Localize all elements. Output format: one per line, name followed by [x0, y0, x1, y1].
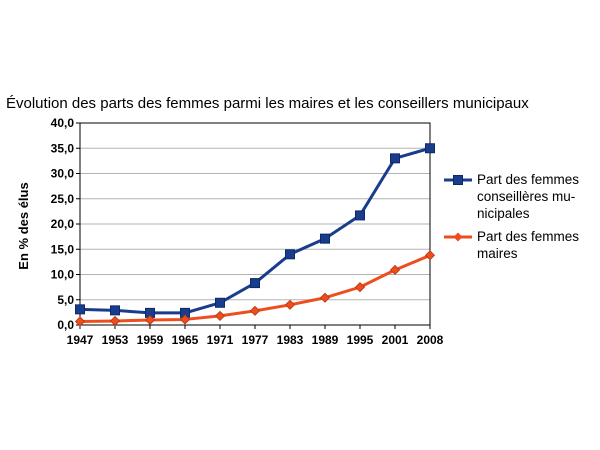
x-tick-label: 2008	[417, 333, 444, 347]
data-point	[354, 282, 366, 293]
x-tick-label: 1995	[347, 333, 374, 347]
data-point	[249, 305, 261, 316]
data-point	[285, 249, 295, 260]
legend-marker	[453, 232, 463, 242]
x-tick-label: 1977	[242, 333, 269, 347]
data-point	[319, 292, 331, 303]
x-tick-label: 2001	[382, 333, 409, 347]
series-line	[79, 146, 431, 315]
y-tick-label: 35,0	[51, 141, 75, 155]
y-tick-label: 30,0	[51, 167, 75, 181]
x-tick-label: 1953	[102, 333, 129, 347]
series-1	[75, 143, 435, 318]
y-axis-label: En % des élus	[16, 182, 31, 269]
data-point	[390, 153, 400, 164]
data-point	[214, 310, 226, 321]
x-tick-label: 1947	[67, 333, 94, 347]
x-tick-label: 1983	[277, 333, 304, 347]
data-point	[179, 314, 191, 325]
legend-label: nicipales	[477, 206, 530, 221]
data-point	[389, 264, 401, 276]
series-2	[74, 250, 436, 327]
x-tick-label: 1971	[207, 333, 234, 347]
legend: Part des femmes conseillères mu-nicipales…	[444, 172, 579, 261]
data-point	[215, 297, 225, 308]
data-point	[355, 210, 365, 221]
chart-title: Évolution des parts des femmes parmi les…	[6, 95, 529, 112]
y-tick-label: 25,0	[51, 192, 75, 206]
data-point	[320, 233, 330, 244]
x-tick-label: 1965	[172, 333, 199, 347]
y-tick-label: 0,0	[57, 318, 74, 332]
data-point	[75, 304, 85, 315]
series-layer	[74, 143, 436, 327]
data-point	[109, 315, 121, 327]
y-tick-label: 15,0	[51, 242, 75, 256]
data-point	[425, 143, 435, 154]
y-axis-ticks: 0,0 5,0 10,0 15,0 20,0 25,0 30,0 35,0 40,0	[51, 116, 80, 332]
data-point	[250, 278, 260, 289]
legend-label: maires	[477, 246, 518, 261]
data-point	[110, 305, 120, 316]
y-tick-label: 40,0	[51, 116, 75, 130]
y-tick-label: 20,0	[51, 217, 75, 231]
legend-item-1: Part des femmes conseillères mu-nicipales	[444, 172, 579, 221]
data-point	[74, 316, 86, 327]
x-tick-label: 1989	[312, 333, 339, 347]
legend-label: conseillères mu-	[477, 189, 575, 204]
legend-label: Part des femmes	[477, 229, 579, 244]
y-tick-label: 5,0	[57, 293, 74, 307]
x-axis-ticks: 1947 1953 1959 1965 1971 1977 1983 1989 1995 2001…	[67, 325, 444, 347]
y-tick-label: 10,0	[51, 268, 75, 282]
legend-marker	[453, 175, 463, 185]
data-point	[144, 314, 156, 326]
data-point	[284, 299, 296, 310]
legend-item-2: Part des femmes maires	[444, 229, 579, 261]
x-tick-label: 1959	[137, 333, 164, 347]
legend-label: Part des femmes	[477, 172, 579, 187]
data-point	[424, 250, 436, 261]
gridlines	[80, 122, 430, 326]
